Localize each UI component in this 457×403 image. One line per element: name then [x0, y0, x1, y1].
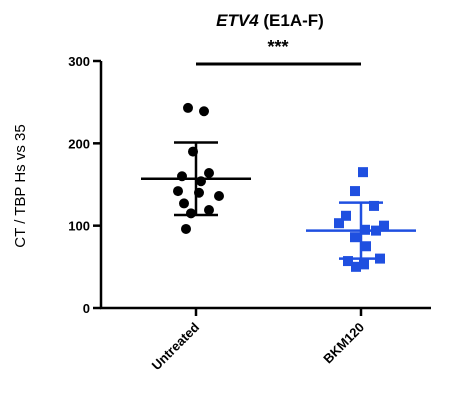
series-bkm120: [306, 167, 416, 272]
data-point: [204, 205, 214, 216]
data-point: [341, 210, 351, 221]
data-point: [196, 176, 206, 187]
data-point: [179, 198, 189, 209]
data-point: [351, 261, 361, 272]
data-point: [371, 225, 381, 236]
title-gene: ETV4: [216, 11, 259, 30]
data-point: [183, 102, 193, 113]
data-point: [343, 256, 353, 267]
data-point: [177, 171, 187, 182]
data-point: [379, 220, 389, 231]
data-point: [334, 218, 344, 229]
data-marks: [141, 102, 416, 272]
data-point: [194, 187, 204, 198]
significance-label: ***: [267, 37, 288, 57]
data-point: [350, 186, 360, 197]
y-tick-label: 200: [68, 136, 90, 151]
data-point: [369, 200, 379, 211]
y-tick-label: 100: [68, 219, 90, 234]
data-point: [186, 208, 196, 219]
x-tick-label: BKM120: [320, 320, 367, 367]
data-point: [199, 106, 209, 117]
chart-title: ETV4 (E1A-F): [216, 11, 324, 30]
data-point: [173, 186, 183, 197]
data-point: [359, 259, 369, 270]
data-point: [181, 223, 191, 234]
data-point: [350, 232, 360, 243]
data-point: [360, 224, 370, 235]
data-point: [358, 167, 368, 178]
y-tick-label: 0: [83, 301, 90, 316]
data-point: [375, 253, 385, 264]
data-point: [361, 241, 371, 252]
data-point: [188, 146, 198, 157]
title-suffix: (E1A-F): [259, 11, 324, 30]
series-untreated: [141, 102, 251, 234]
y-axis-label: CT / TBP Hs vs 35: [12, 124, 29, 247]
x-tick-label: Untreated: [149, 319, 203, 373]
axes: 0 100 200 300 Untreated BKM120: [68, 54, 431, 373]
y-tick-label: 300: [68, 54, 90, 69]
data-point: [204, 167, 214, 178]
data-point: [214, 191, 224, 202]
